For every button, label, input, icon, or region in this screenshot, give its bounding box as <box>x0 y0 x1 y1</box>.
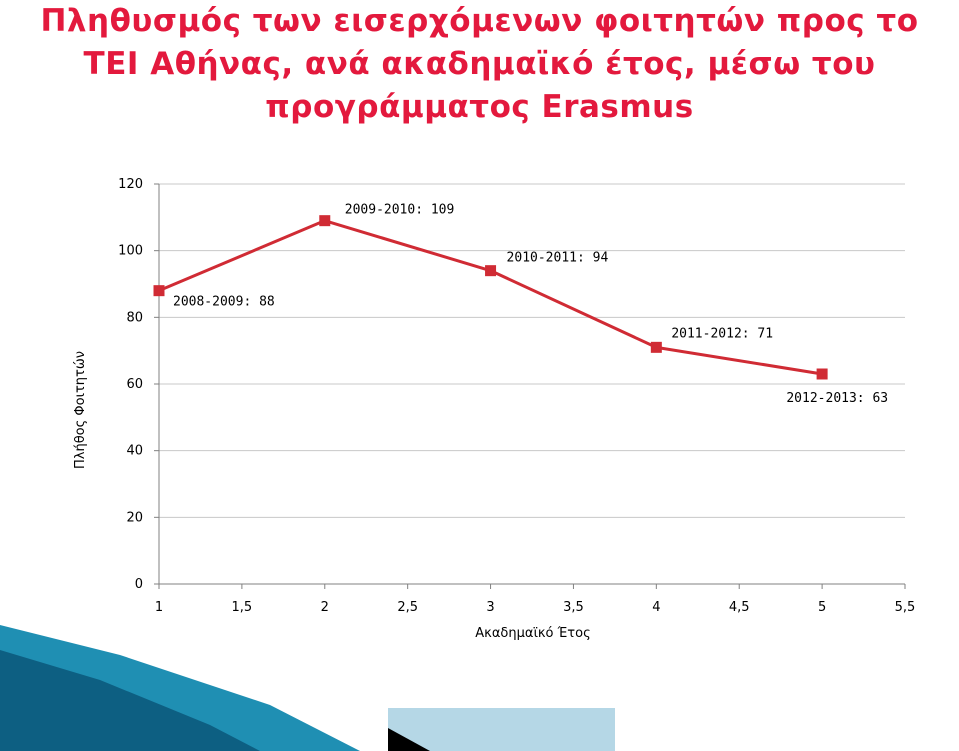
slide-decoration <box>0 625 615 751</box>
chart-title-line-2: ΤΕΙ Αθήνας, ανά ακαδημαϊκό έτος, μέσω το… <box>83 46 876 82</box>
slide-decoration-dark-wave <box>0 650 260 751</box>
x-tick-label: 5 <box>818 600 826 615</box>
y-tick-label: 20 <box>126 510 143 525</box>
data-point-marker <box>319 215 331 227</box>
x-tick-label: 4 <box>652 600 660 615</box>
y-tick-label: 80 <box>126 310 143 325</box>
x-tick-label: 2 <box>321 600 329 615</box>
x-tick-label: 5,5 <box>895 600 916 615</box>
data-label: 2010-2011: 94 <box>507 251 609 266</box>
slide-decoration-light-band <box>388 708 615 751</box>
y-tick-label: 40 <box>126 444 143 459</box>
data-label: 2012-2013: 63 <box>786 391 888 406</box>
y-tick-label: 100 <box>118 244 143 259</box>
y-tick-label: 60 <box>126 377 143 392</box>
data-point-marker <box>485 265 497 277</box>
slide-decoration-black-corner <box>388 728 430 751</box>
chart-title: Πληθυσμός των εισερχόμενων φοιτητών προς… <box>0 0 959 129</box>
chart-title-line-3: προγράμματος Erasmus <box>265 89 694 125</box>
y-tick-label: 120 <box>118 177 143 192</box>
data-point-marker <box>816 368 828 380</box>
x-tick-label: 1,5 <box>232 600 253 615</box>
grid-lines <box>159 183 905 518</box>
data-point-marker <box>650 341 662 353</box>
y-tick-labels: 0 20 40 60 80 100 120 <box>118 177 143 592</box>
x-tick-label: 3,5 <box>563 600 584 615</box>
data-label: 2011-2012: 71 <box>671 326 773 341</box>
data-label: 2009-2010: 109 <box>345 203 455 218</box>
y-tick-label: 0 <box>135 577 143 592</box>
data-label: 2008-2009: 88 <box>173 295 275 310</box>
x-tick-label: 2,5 <box>397 600 418 615</box>
x-axis-label: Ακαδημαϊκό Έτος <box>475 626 590 641</box>
data-labels: 2008-2009: 88 2009-2010: 109 2010-2011: 94… <box>173 203 888 406</box>
data-point-marker <box>153 285 165 297</box>
data-series <box>153 215 828 380</box>
x-tick-labels: 1 1,5 2 2,5 3 3,5 4 4,5 5 5,5 <box>155 600 915 615</box>
x-tick-label: 3 <box>486 600 494 615</box>
y-axis-label: Πλήθος Φοιτητών <box>73 351 88 469</box>
x-tick-label: 4,5 <box>729 600 750 615</box>
x-tick-label: 1 <box>155 600 163 615</box>
chart-title-line-1: Πληθυσμός των εισερχόμενων φοιτητών προς… <box>40 3 919 39</box>
axes <box>154 183 906 589</box>
